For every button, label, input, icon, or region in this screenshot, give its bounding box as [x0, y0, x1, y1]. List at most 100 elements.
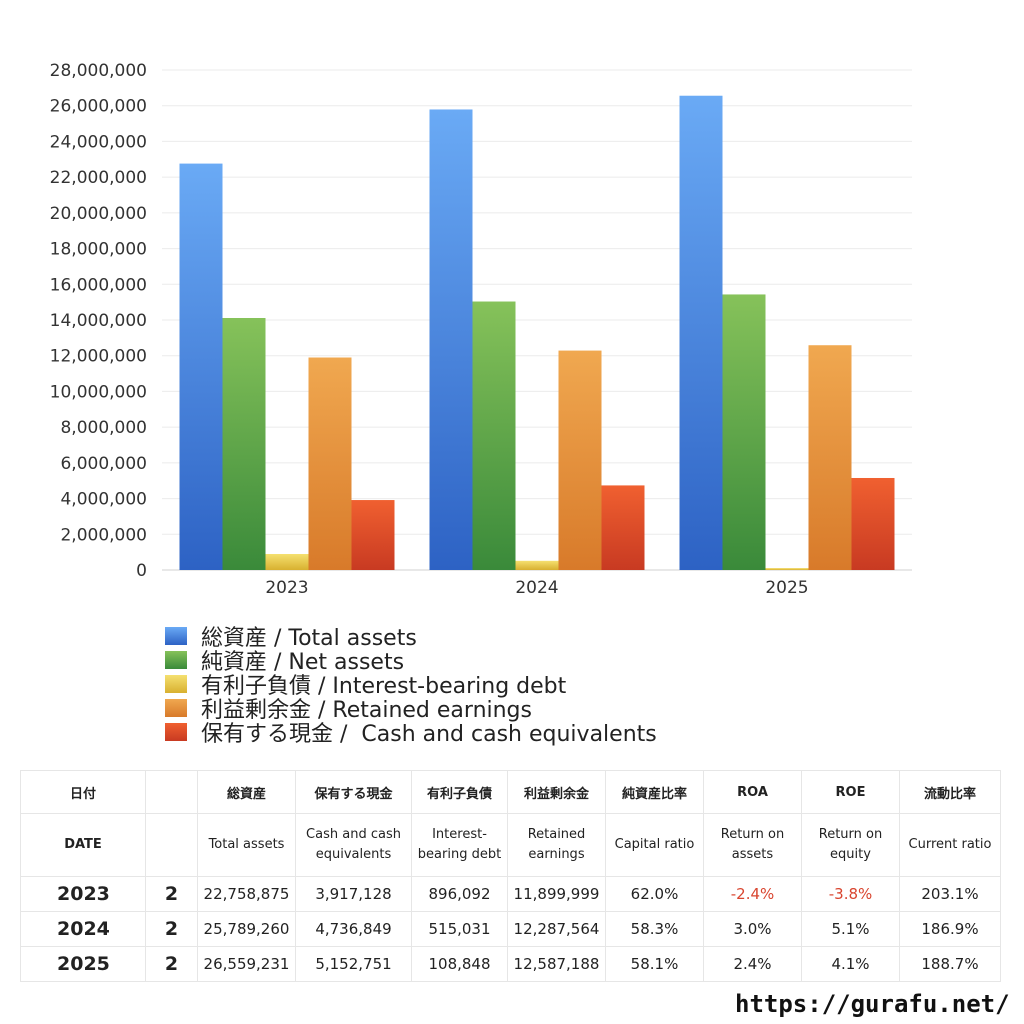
- legend-item: 総資産 / Total assets: [165, 624, 657, 651]
- y-tick-label: 28,000,000: [50, 61, 147, 81]
- table-cell: 2024: [20, 911, 146, 947]
- y-tick-label: 4,000,000: [60, 490, 147, 510]
- table-cell: 203.1%: [899, 876, 1001, 912]
- table-cell: -2.4%: [703, 876, 802, 912]
- legend-item: 保有する現金 / Cash and cash equivalents: [165, 720, 657, 747]
- table-cell: 5.1%: [801, 911, 900, 947]
- legend-item: 有利子負債 / Interest-bearing debt: [165, 672, 657, 699]
- y-tick-label: 14,000,000: [50, 311, 147, 331]
- table-header-en: DATE Total assets Cash and cash equivalent…: [20, 813, 1001, 877]
- y-tick-label: 2,000,000: [60, 525, 147, 545]
- table-row: 2025 2 26,559,231 5,152,751 108,848 12,587,18…: [20, 946, 1001, 982]
- table-cell: 3,917,128: [295, 876, 412, 912]
- header-cell: Return on assets: [703, 813, 802, 877]
- grid-lines: [162, 69, 912, 571]
- table-cell: 2: [145, 946, 198, 982]
- table-row: 2023 2 22,758,875 3,917,128 896,092 11,899,99…: [20, 876, 1001, 912]
- bar: [472, 301, 516, 570]
- bar: [851, 477, 895, 570]
- table-header-jp: 日付 総資産 保有する現金 有利子負債 利益剰余金 純資産比率 ROA ROE 流動比率: [20, 770, 1001, 814]
- y-tick-label: 18,000,000: [50, 240, 147, 260]
- legend-label: 総資産 / Total assets: [201, 626, 417, 651]
- bar: [722, 294, 766, 570]
- legend-swatch: [165, 675, 187, 693]
- y-axis-ticks: 0 2,000,000 4,000,000 6,000,000 8,000,000 10,…: [50, 61, 147, 581]
- y-tick-label: 24,000,000: [50, 132, 147, 152]
- bar: [265, 553, 309, 570]
- header-cell: 利益剰余金: [507, 770, 606, 814]
- table-cell: 896,092: [411, 876, 508, 912]
- legend-swatch: [165, 627, 187, 645]
- header-cell: 流動比率: [899, 770, 1001, 814]
- bar: [351, 500, 395, 570]
- table-cell: 4,736,849: [295, 911, 412, 947]
- header-cell: Interest-bearing debt: [411, 813, 508, 877]
- table-cell: 515,031: [411, 911, 508, 947]
- legend-swatch: [165, 651, 187, 669]
- header-cell: DATE: [20, 813, 146, 877]
- header-cell: [145, 813, 198, 877]
- bar: [558, 350, 602, 570]
- table-cell: 58.1%: [605, 946, 704, 982]
- table-cell: 26,559,231: [197, 946, 296, 982]
- header-cell: Capital ratio: [605, 813, 704, 877]
- table-cell: 186.9%: [899, 911, 1001, 947]
- y-tick-label: 22,000,000: [50, 168, 147, 188]
- header-cell: Return on equity: [801, 813, 900, 877]
- legend-label: 保有する現金 / Cash and cash equivalents: [201, 722, 657, 747]
- y-tick-label: 8,000,000: [60, 418, 147, 438]
- header-cell: Total assets: [197, 813, 296, 877]
- bar: [515, 560, 559, 570]
- table-cell: 58.3%: [605, 911, 704, 947]
- legend-item: 純資産 / Net assets: [165, 648, 657, 675]
- bar: [222, 318, 266, 570]
- legend-item: 利益剰余金 / Retained earnings: [165, 696, 657, 723]
- bar: [601, 485, 645, 570]
- table-row: 2024 2 25,789,260 4,736,849 515,031 12,287,56…: [20, 911, 1001, 947]
- financial-table: 日付 総資産 保有する現金 有利子負債 利益剰余金 純資産比率 ROA ROE 流動比率 DAT…: [20, 770, 1001, 982]
- header-cell: [145, 770, 198, 814]
- x-tick-label: 2024: [515, 578, 558, 598]
- table-cell: 3.0%: [703, 911, 802, 947]
- header-cell: 純資産比率: [605, 770, 704, 814]
- y-tick-label: 20,000,000: [50, 204, 147, 224]
- y-tick-label: 12,000,000: [50, 347, 147, 367]
- legend-label: 純資産 / Net assets: [201, 650, 405, 675]
- header-cell: ROE: [801, 770, 900, 814]
- header-cell: Retained earnings: [507, 813, 606, 877]
- table-cell: 62.0%: [605, 876, 704, 912]
- bar-chart: 0 2,000,000 4,000,000 6,000,000 8,000,000 10,…: [50, 61, 912, 598]
- legend-swatch: [165, 699, 187, 717]
- table-cell: 2: [145, 911, 198, 947]
- bar: [429, 109, 473, 570]
- bars: [179, 95, 895, 570]
- bar: [765, 568, 809, 570]
- bar: [679, 95, 723, 570]
- site-url: https://gurafu.net/: [735, 990, 1010, 1018]
- bar: [308, 357, 352, 570]
- header-cell: Cash and cash equivalents: [295, 813, 412, 877]
- header-cell: ROA: [703, 770, 802, 814]
- bar: [808, 345, 852, 570]
- table-cell: 188.7%: [899, 946, 1001, 982]
- table-cell: 5,152,751: [295, 946, 412, 982]
- header-cell: 日付: [20, 770, 146, 814]
- header-cell: 保有する現金: [295, 770, 412, 814]
- table-cell: 2.4%: [703, 946, 802, 982]
- table-cell: 12,587,188: [507, 946, 606, 982]
- x-tick-label: 2023: [265, 578, 308, 598]
- table-cell: 4.1%: [801, 946, 900, 982]
- legend: 総資産 / Total assets 純資産 / Net assets 有利子負債 …: [165, 624, 657, 747]
- table-cell: 2: [145, 876, 198, 912]
- header-cell: Current ratio: [899, 813, 1001, 877]
- table-cell: 2025: [20, 946, 146, 982]
- y-tick-label: 6,000,000: [60, 454, 147, 474]
- header-cell: 有利子負債: [411, 770, 508, 814]
- table-cell: 108,848: [411, 946, 508, 982]
- table-cell: -3.8%: [801, 876, 900, 912]
- bar: [179, 163, 223, 570]
- table-cell: 11,899,999: [507, 876, 606, 912]
- y-tick-label: 0: [136, 561, 147, 581]
- x-axis-ticks: 2023 2024 2025: [265, 578, 808, 598]
- y-tick-label: 16,000,000: [50, 275, 147, 295]
